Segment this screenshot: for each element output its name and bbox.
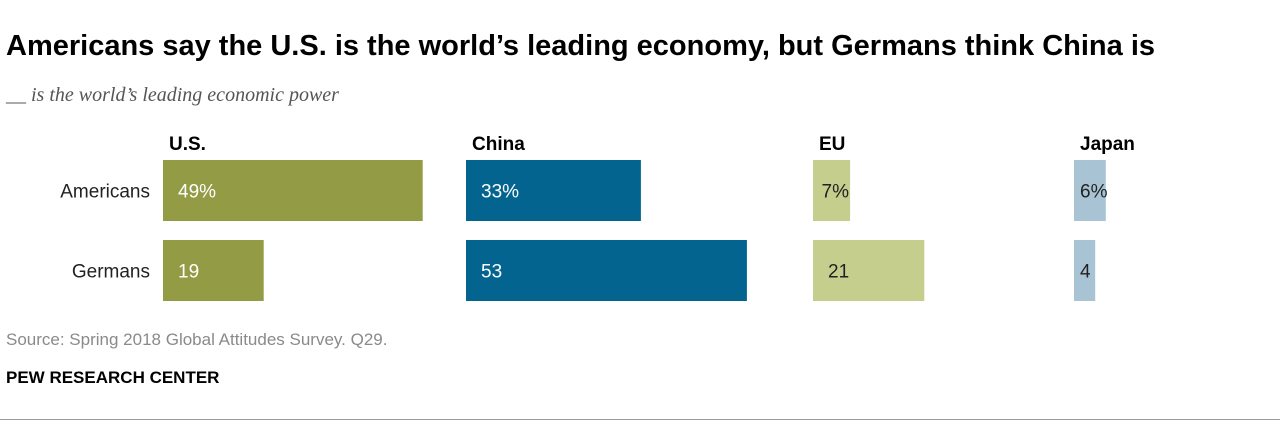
bar-japan-germans [1074,240,1096,301]
bar-china-americans [466,160,641,221]
series-header-eu: EU [819,134,845,155]
data-label-eu-germans: 21 [828,262,849,283]
row-label-germans: Germans [72,262,150,283]
bar-japan-americans [1074,160,1106,221]
series-header-u-s: U.S. [169,134,206,155]
data-label-china-germans: 53 [481,262,502,283]
data-label-u-s-americans: 49% [178,182,216,203]
data-label-japan-americans: 6% [1080,182,1108,203]
bar-chart: Americans Germans U.S. 49% 19 China 33% 53 EU 7% 2… [60,134,1135,301]
bottom-divider [0,419,1280,420]
series-header-japan: Japan [1080,134,1135,155]
source-note: Source: Spring 2018 Global Attitudes Sur… [6,330,388,349]
bar-u-s-americans [163,160,423,221]
series-header-china: China [472,134,525,155]
data-label-china-americans: 33% [481,182,519,203]
chart-subtitle: __ is the world’s leading economic power [6,84,339,106]
data-label-u-s-germans: 19 [178,262,199,283]
row-label-americans: Americans [60,182,150,203]
bar-eu-germans [813,240,925,301]
brand-logo-text: PEW RESEARCH CENTER [6,368,220,387]
data-label-eu-americans: 7% [822,182,850,203]
chart-title: Americans say the U.S. is the world’s le… [6,30,1156,62]
bar-china-germans [466,240,747,301]
bar-u-s-germans [163,240,264,301]
data-label-japan-germans: 4 [1080,262,1091,283]
bar-eu-americans [813,160,851,221]
